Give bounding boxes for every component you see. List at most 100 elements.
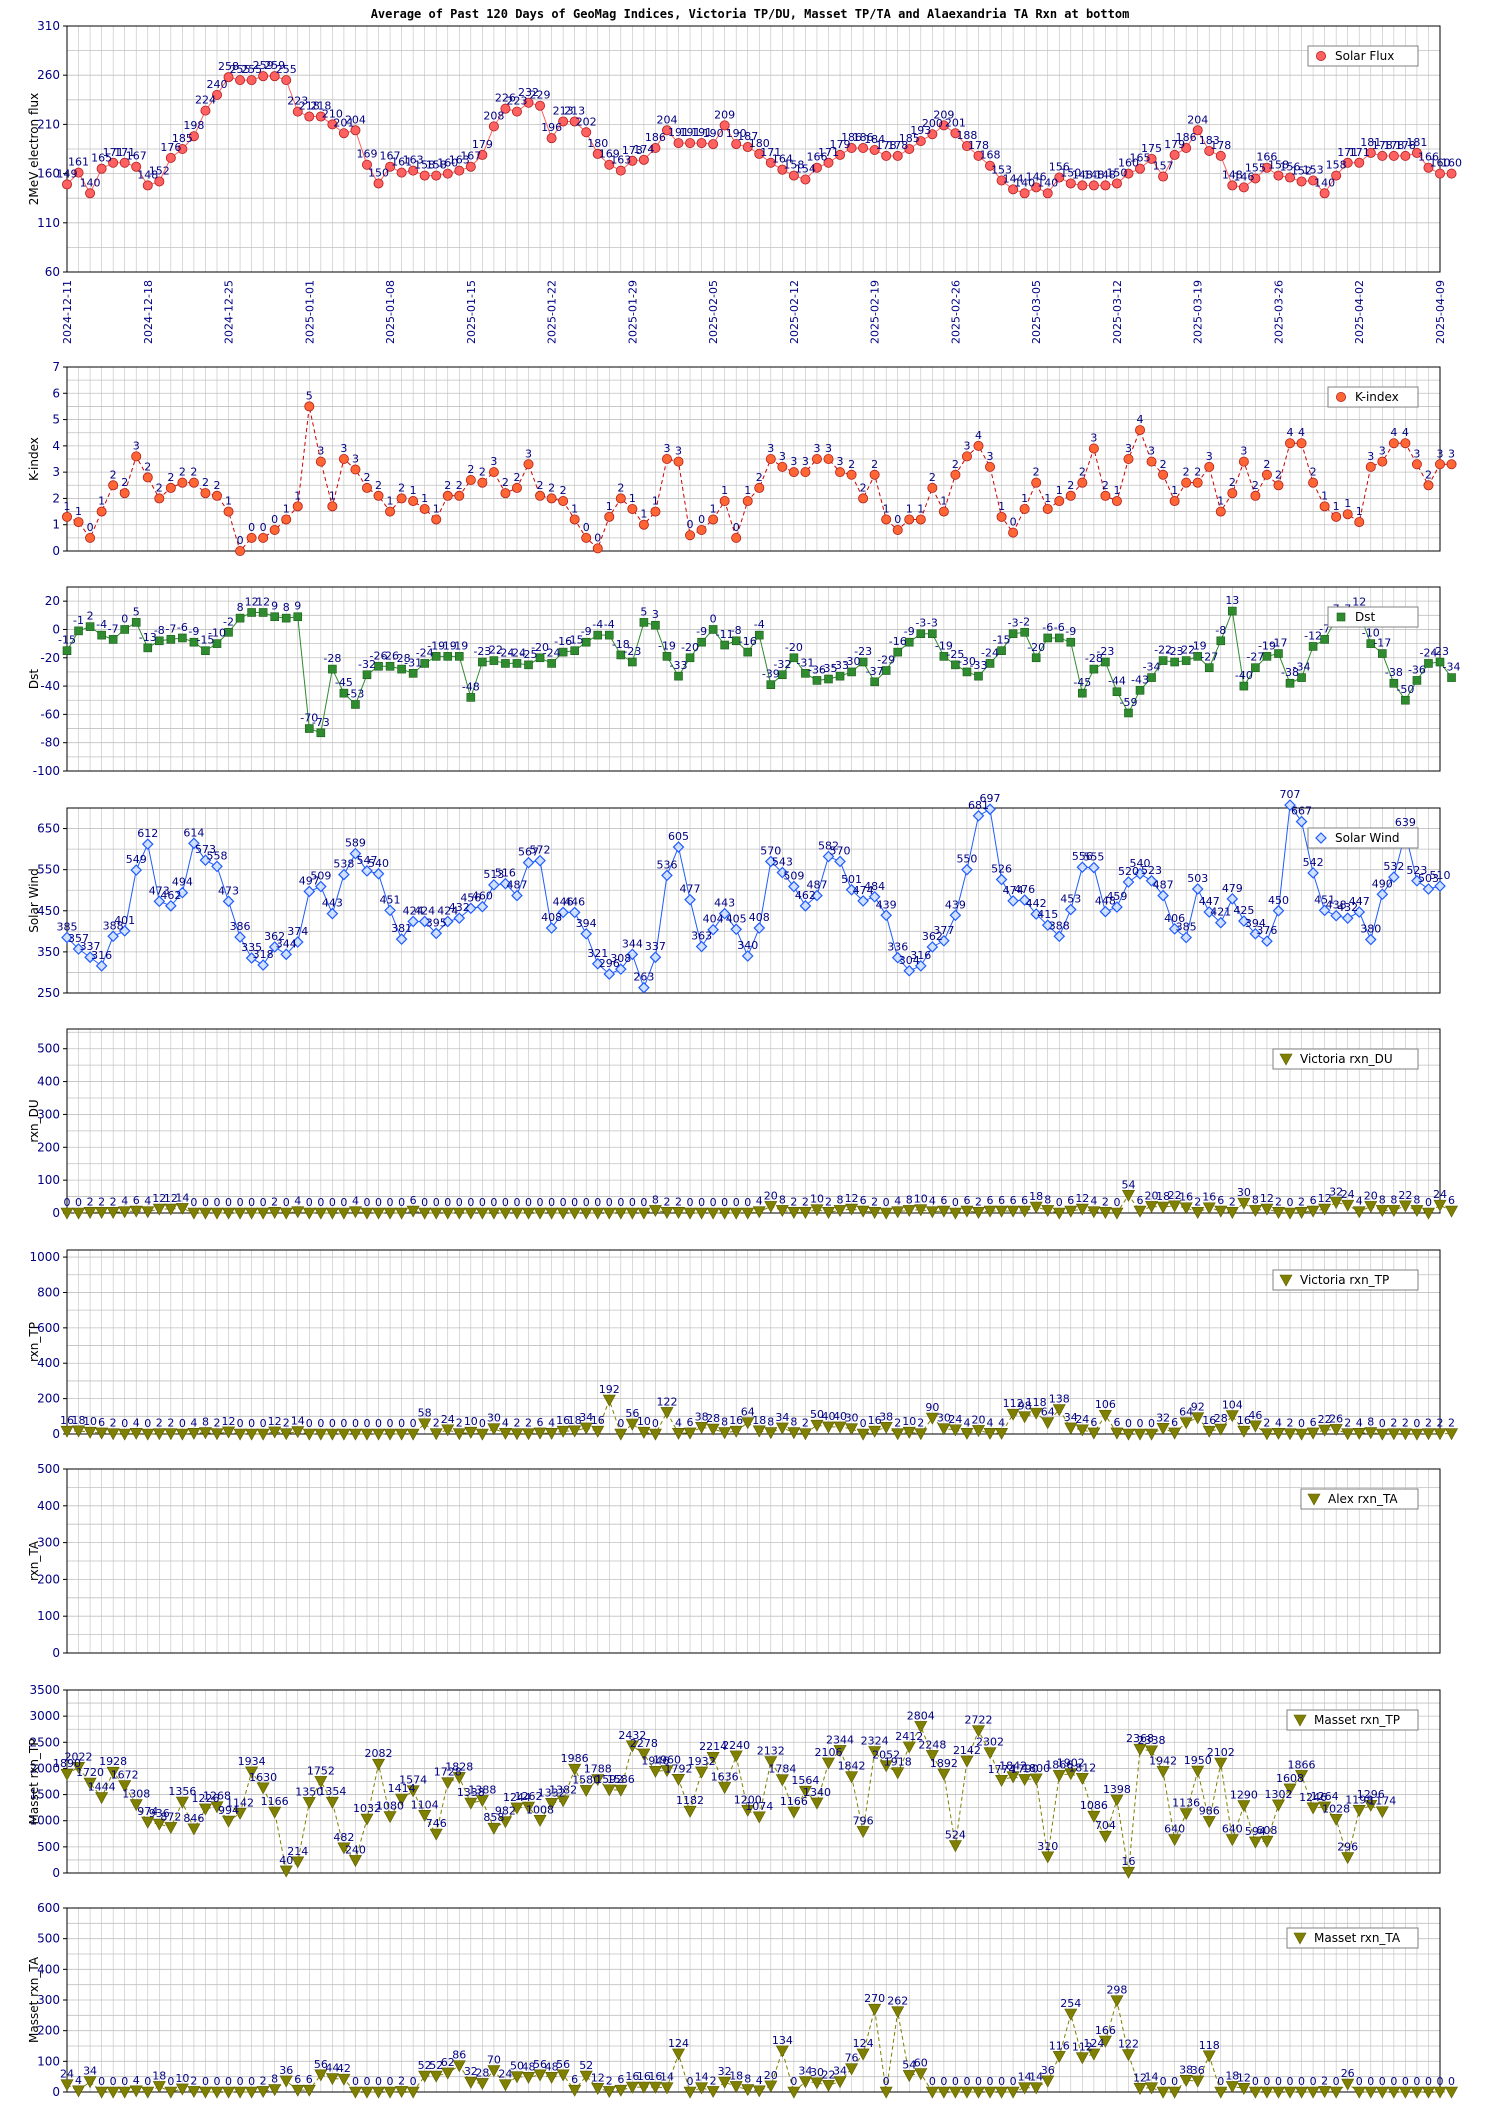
data-label: 14	[695, 2071, 709, 2084]
data-point	[960, 1205, 974, 1218]
data-label: 4	[133, 2074, 140, 2087]
data-point	[408, 496, 419, 507]
data-point	[1435, 168, 1446, 179]
data-label: 381	[391, 922, 412, 935]
data-label: 1382	[549, 1784, 577, 1797]
data-label: 451	[380, 893, 401, 906]
y-tick-label: 450	[37, 904, 60, 918]
y-tick-label: 350	[37, 945, 60, 959]
data-point	[397, 664, 406, 674]
data-label: 2	[825, 1195, 832, 1208]
data-point	[1319, 188, 1330, 199]
data-label: 158	[783, 159, 804, 172]
y-tick-label: 0	[52, 2085, 60, 2099]
data-label: 32	[1156, 1411, 1170, 1424]
data-point	[558, 116, 569, 127]
data-label: -24	[543, 646, 561, 659]
y-axis-label: Dst	[27, 669, 41, 689]
data-point	[1331, 511, 1342, 522]
data-point	[741, 1417, 755, 1430]
data-point	[973, 150, 984, 161]
y-tick-label: 20	[45, 594, 60, 608]
data-point	[672, 841, 685, 853]
data-point	[603, 968, 616, 980]
data-point	[1225, 2081, 1239, 2094]
data-point	[1295, 815, 1308, 828]
data-point	[1075, 1772, 1089, 1785]
data-label: 4	[675, 1416, 682, 1429]
data-point	[325, 1796, 339, 1809]
data-point	[1364, 2086, 1378, 2099]
data-label: 386	[230, 920, 251, 933]
data-point	[129, 2085, 143, 2098]
data-label: 10	[464, 1415, 478, 1428]
data-point	[810, 1419, 824, 1432]
data-point	[488, 467, 499, 478]
data-point	[821, 1757, 836, 1770]
data-label: -8	[731, 624, 742, 637]
data-label: 22	[1168, 1189, 1182, 1202]
data-point	[1087, 1810, 1101, 1823]
data-point	[858, 657, 868, 667]
data-point	[718, 1427, 732, 1440]
data-label: 2248	[918, 1738, 946, 1751]
y-tick-label: 0	[52, 622, 60, 636]
data-label: -37	[866, 665, 884, 678]
data-point	[1354, 517, 1365, 528]
data-point	[1330, 909, 1343, 922]
data-point	[973, 440, 984, 451]
data-label: 1586	[607, 1773, 635, 1786]
data-point	[419, 170, 430, 181]
data-point	[868, 1746, 882, 1759]
data-label: -19	[1258, 639, 1276, 652]
data-label: 1	[940, 495, 947, 508]
data-point	[788, 170, 799, 181]
data-label: 0	[1367, 2075, 1374, 2088]
data-point	[1365, 461, 1376, 472]
data-label: 2082	[365, 1747, 393, 1760]
data-point	[119, 157, 130, 168]
data-label: 3	[1206, 450, 1213, 463]
data-label: 2	[663, 1195, 670, 1208]
data-point	[1145, 1428, 1159, 1441]
data-label: 184	[864, 133, 885, 146]
data-label: 4	[1090, 1195, 1097, 1208]
data-point	[983, 1205, 997, 1218]
data-point	[869, 144, 880, 155]
data-label: 191	[680, 126, 701, 139]
data-point	[1006, 1408, 1020, 1421]
data-point	[891, 1428, 905, 1441]
data-point	[545, 1207, 559, 1220]
data-point	[165, 482, 176, 493]
data-point	[72, 1761, 86, 1774]
data-label: 4	[502, 1416, 509, 1429]
data-label: 161	[68, 156, 89, 169]
data-label: 0	[733, 521, 740, 534]
data-label: 2	[1033, 466, 1040, 479]
data-label: 0	[952, 2075, 959, 2088]
data-point	[534, 854, 546, 867]
data-label: 2	[1298, 1195, 1305, 1208]
data-label: 4	[998, 1416, 1005, 1429]
data-label: 0	[260, 521, 267, 534]
data-label: 12	[1237, 2071, 1251, 2084]
data-point	[396, 167, 407, 178]
data-label: 140	[1314, 176, 1335, 189]
data-label: 24	[1075, 1413, 1089, 1426]
data-point	[510, 2071, 524, 2084]
data-point	[1388, 438, 1399, 449]
data-point	[752, 2085, 766, 2098]
data-point	[245, 952, 258, 964]
data-label: 161	[391, 156, 412, 169]
data-label: 494	[172, 876, 193, 889]
data-label: 2324	[861, 1734, 889, 1747]
y-axis-label: rxn_TP	[27, 1322, 41, 1362]
data-label: 12	[222, 1415, 236, 1428]
data-label: -24	[1419, 646, 1437, 659]
data-label: 2	[98, 1195, 105, 1208]
data-label: -22	[1154, 644, 1172, 657]
data-point	[1052, 1207, 1066, 1220]
y-tick-label: 400	[37, 1356, 60, 1370]
data-label: 30	[845, 1412, 859, 1425]
plot-frame	[66, 25, 1441, 273]
